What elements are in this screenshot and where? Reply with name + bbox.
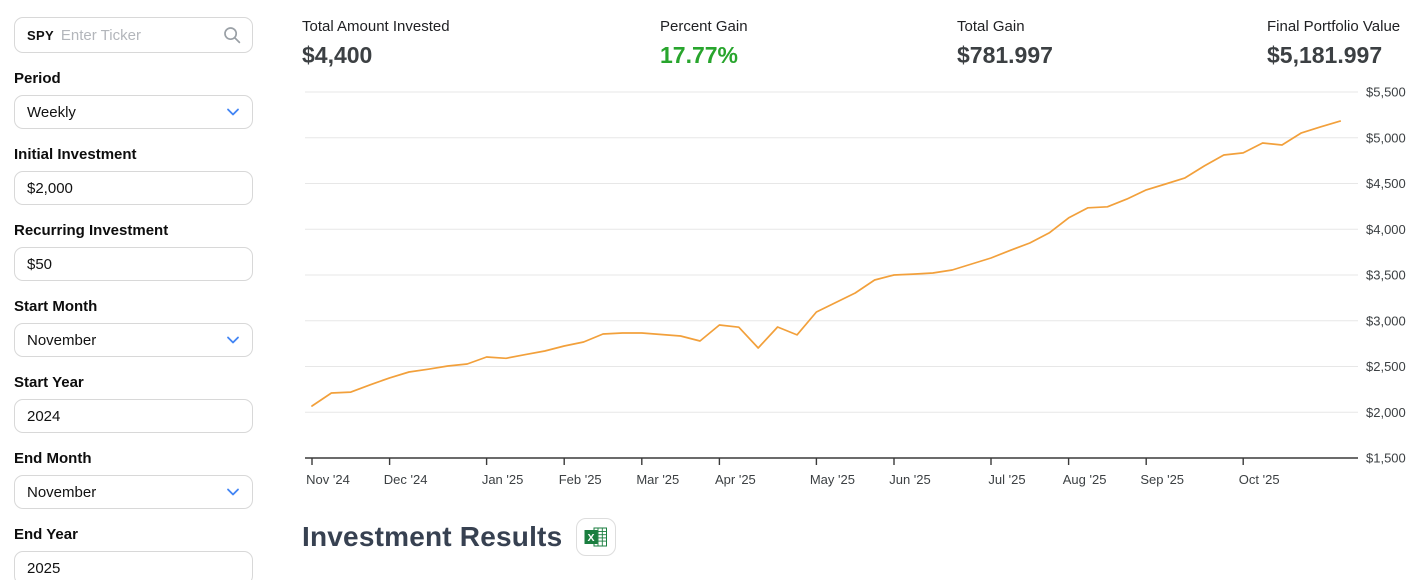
- stat-percent-gain: Percent Gain 17.77%: [660, 18, 748, 69]
- period-label: Period: [14, 70, 61, 87]
- initial-investment-label: Initial Investment: [14, 146, 137, 163]
- period-select[interactable]: Weekly: [14, 95, 253, 129]
- y-axis-label: $3,500: [1366, 268, 1406, 283]
- x-axis-label: Jan '25: [482, 472, 524, 487]
- chevron-down-icon: [227, 336, 239, 344]
- y-axis-label: $3,000: [1366, 313, 1406, 328]
- start-month-label: Start Month: [14, 298, 98, 315]
- y-axis-label: $5,500: [1366, 85, 1406, 100]
- portfolio-value-line: [311, 120, 1342, 407]
- end-month-select[interactable]: November: [14, 475, 253, 509]
- ticker-symbol: SPY: [27, 27, 54, 43]
- x-axis-label: Aug '25: [1063, 472, 1107, 487]
- y-axis-label: $1,500: [1366, 451, 1406, 466]
- period-value: Weekly: [27, 103, 76, 121]
- end-year-input[interactable]: [14, 551, 253, 580]
- ticker-search-box[interactable]: SPY: [14, 17, 253, 53]
- x-axis-label: Oct '25: [1239, 472, 1280, 487]
- x-axis-label: Feb '25: [559, 472, 602, 487]
- excel-export-button[interactable]: X: [576, 518, 617, 556]
- y-axis-label: $5,000: [1366, 130, 1406, 145]
- excel-icon: X: [584, 527, 608, 547]
- stat-final-portfolio-value: Final Portfolio Value $5,181.997: [1267, 18, 1400, 69]
- start-month-select[interactable]: November: [14, 323, 253, 357]
- stat-label: Total Gain: [957, 18, 1025, 35]
- y-axis-label: $2,000: [1366, 405, 1406, 420]
- stat-total-gain: Total Gain $781.997: [957, 18, 1053, 69]
- stat-value: $781.997: [957, 42, 1053, 68]
- stat-label: Percent Gain: [660, 18, 748, 35]
- start-year-label: Start Year: [14, 374, 84, 391]
- x-axis-label: Jun '25: [889, 472, 931, 487]
- x-axis-label: Sep '25: [1140, 472, 1184, 487]
- y-axis-label: $4,500: [1366, 176, 1406, 191]
- end-month-value: November: [27, 483, 97, 501]
- x-axis-label: Mar '25: [636, 472, 679, 487]
- end-year-label: End Year: [14, 526, 78, 543]
- x-axis-label: Nov '24: [306, 472, 350, 487]
- stat-value: 17.77%: [660, 42, 739, 68]
- end-month-label: End Month: [14, 450, 92, 467]
- stat-total-invested: Total Amount Invested $4,400: [302, 18, 450, 69]
- stat-value: $4,400: [302, 42, 373, 68]
- svg-text:X: X: [588, 532, 595, 544]
- stat-label: Final Portfolio Value: [1267, 18, 1401, 35]
- search-icon[interactable]: [222, 25, 242, 45]
- start-month-value: November: [27, 331, 97, 349]
- recurring-investment-input[interactable]: [14, 247, 253, 281]
- ticker-input[interactable]: [60, 26, 222, 44]
- initial-investment-input[interactable]: [14, 171, 253, 205]
- results-heading: Investment Results: [302, 521, 563, 552]
- stat-value: $5,181.997: [1267, 42, 1383, 68]
- x-axis-label: Dec '24: [384, 472, 428, 487]
- sidebar: SPY Period Weekly Initial Investment Rec…: [14, 17, 253, 580]
- chevron-down-icon: [227, 108, 239, 116]
- stat-label: Total Amount Invested: [302, 18, 450, 35]
- x-axis-label: Apr '25: [715, 472, 756, 487]
- x-axis-label: May '25: [810, 472, 855, 487]
- results-header: Investment Results X: [302, 518, 617, 556]
- x-axis-label: Jul '25: [988, 472, 1025, 487]
- recurring-investment-label: Recurring Investment: [14, 222, 169, 239]
- chevron-down-icon: [227, 488, 239, 496]
- y-axis-label: $2,500: [1366, 359, 1406, 374]
- start-year-input[interactable]: [14, 399, 253, 433]
- y-axis-label: $4,000: [1366, 222, 1406, 237]
